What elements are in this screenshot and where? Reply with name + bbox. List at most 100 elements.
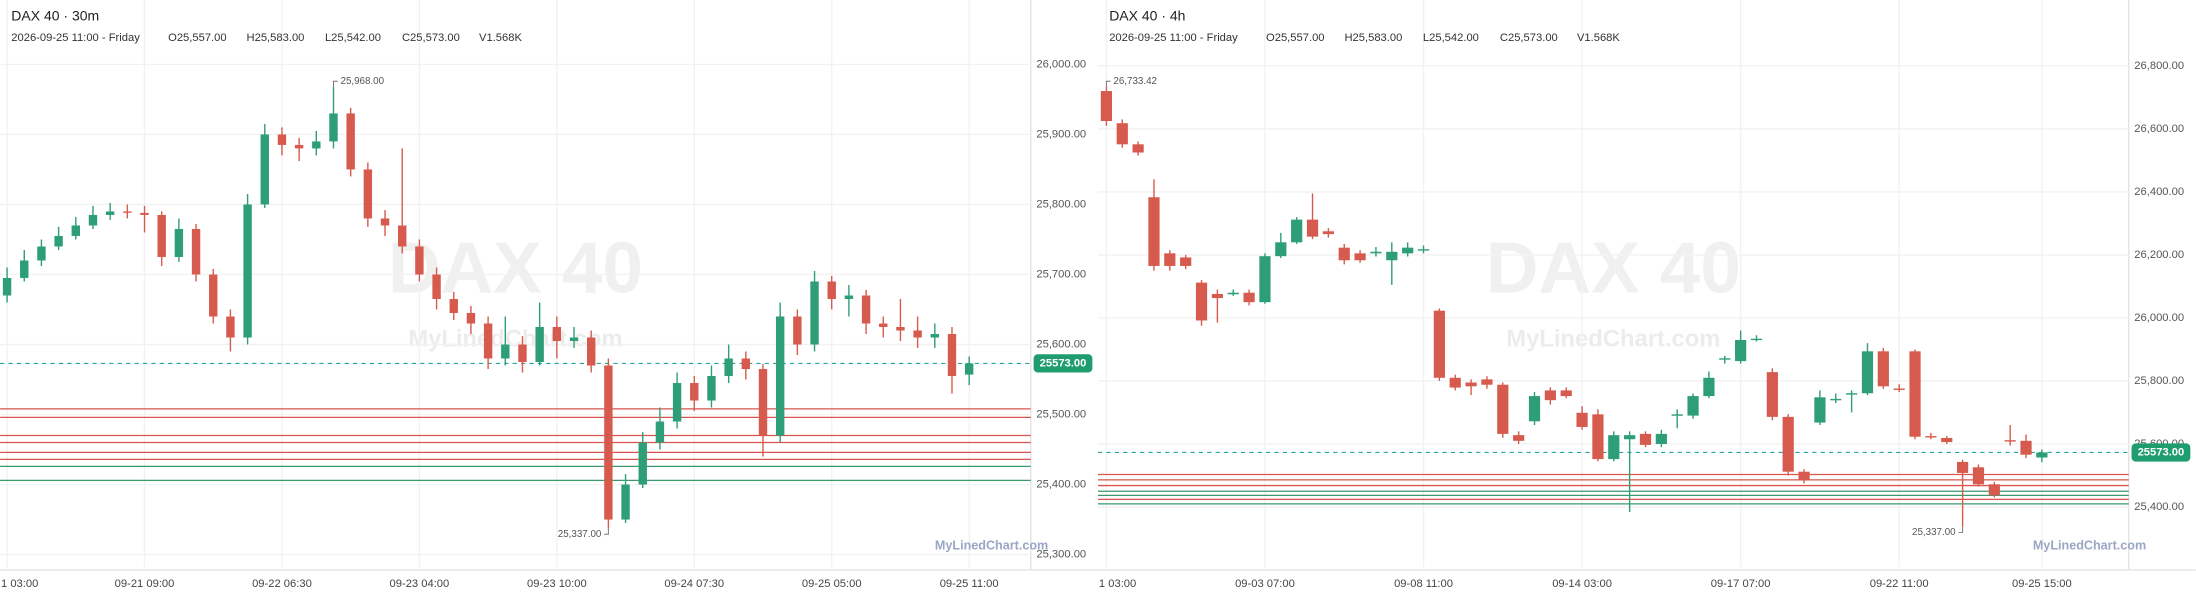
candle-body — [2036, 452, 2048, 458]
candle-body — [1925, 436, 1937, 438]
candle-body — [1370, 251, 1382, 254]
candle-body — [1750, 338, 1763, 341]
candle-body — [1957, 461, 1969, 473]
candle-body — [1195, 282, 1208, 321]
candle-body — [1449, 377, 1461, 388]
ohlc-label: L25,542.00 — [1423, 32, 1479, 44]
candle-body — [449, 298, 458, 313]
candle-body — [775, 316, 785, 436]
candle-body — [1687, 396, 1699, 416]
price-tag — [1033, 354, 1093, 373]
candle-body — [88, 214, 98, 226]
x-tick-label: 09-22 11:00 — [1870, 578, 1929, 590]
y-tick-label: 25,800.00 — [1036, 198, 1086, 210]
x-tick-label: 09-24 07:30 — [664, 578, 724, 590]
candle-body — [1893, 388, 1905, 390]
x-tick-label: 09-22 06:30 — [252, 578, 312, 590]
candle-body — [638, 442, 647, 485]
watermark: DAX 40 — [388, 227, 643, 308]
x-tick-label: 09-17 07:00 — [1711, 578, 1771, 590]
price-tag-label: 25573.00 — [1040, 357, 1087, 369]
candle-body — [1100, 91, 1113, 121]
candle-body — [896, 326, 905, 331]
y-tick-label: 26,200.00 — [2134, 249, 2184, 261]
candle-body — [1766, 372, 1778, 417]
candle-body — [1830, 398, 1842, 401]
candle-body — [1814, 397, 1826, 423]
candle-body — [501, 344, 510, 359]
candle-body — [1465, 382, 1477, 387]
candle-body — [54, 235, 63, 247]
candle-body — [1941, 437, 1953, 443]
candle-body — [1402, 247, 1414, 254]
min-label: 25,337.00 — [1912, 527, 1956, 538]
candle-body — [1306, 219, 1319, 237]
max-marker — [333, 80, 338, 87]
candle-body — [1338, 247, 1350, 261]
ohlc-label: O25,557.00 — [168, 32, 226, 44]
ohlc-label: C25,573.00 — [1500, 32, 1558, 44]
candle-body — [1639, 433, 1652, 445]
watermark-site: MyLinedChart.com — [408, 326, 622, 353]
candle-body — [346, 113, 355, 170]
date-label: 2026-09-25 11:00 - Friday — [1109, 32, 1238, 44]
max-label: 25,968.00 — [340, 76, 384, 87]
min-marker — [604, 528, 609, 535]
candle-body — [1227, 292, 1239, 295]
candle-body — [1782, 416, 1794, 472]
candle-body — [672, 383, 682, 422]
candle-body — [1798, 471, 1810, 480]
candle-body — [1608, 435, 1620, 460]
candle-body — [226, 316, 235, 338]
watermark-site: MyLinedChart.com — [1506, 326, 1720, 353]
candle-body — [1275, 242, 1287, 257]
candle-body — [363, 169, 373, 219]
min-marker — [1958, 526, 1964, 533]
candle-body — [1592, 414, 1604, 460]
candle-body — [1719, 358, 1731, 360]
candle-body — [157, 214, 166, 257]
x-tick-label: 09-03 07:00 — [1235, 578, 1295, 590]
candle-body — [1433, 310, 1445, 378]
candle-body — [1861, 351, 1874, 394]
y-tick-label: 25,800.00 — [2134, 375, 2184, 387]
candle-body — [1671, 414, 1683, 416]
candle-body — [518, 344, 527, 363]
candle-body — [1909, 351, 1921, 437]
price-tag — [2131, 443, 2191, 462]
candle-body — [209, 274, 218, 317]
candle-body — [2004, 440, 2016, 442]
candle-body — [793, 316, 802, 345]
brand: MyLinedChart.com — [935, 538, 1048, 552]
candle-body — [586, 337, 596, 366]
candle-body — [483, 323, 493, 359]
candle-body — [621, 484, 630, 520]
ohlc-label: H25,583.00 — [247, 32, 305, 44]
x-tick-label: 09-23 04:00 — [390, 578, 450, 590]
candle-body — [466, 312, 476, 324]
candle-body — [758, 369, 768, 436]
x-tick-label: 09-21 09:00 — [115, 578, 175, 590]
y-tick-label: 26,600.00 — [2134, 123, 2184, 135]
candle-body — [879, 323, 888, 327]
candle-body — [1877, 351, 1889, 387]
candle-body — [1497, 384, 1509, 434]
y-tick-label: 25,300.00 — [1036, 549, 1086, 561]
candle-body — [1735, 339, 1747, 362]
candle-body — [655, 421, 665, 443]
max-marker — [1105, 80, 1111, 87]
y-tick-label: 25,500.00 — [1036, 408, 1086, 420]
candle-body — [2, 277, 12, 296]
y-tick-label: 26,000.00 — [1036, 58, 1086, 70]
x-tick-label: 09-14 03:00 — [1552, 578, 1612, 590]
candle-body — [1624, 435, 1636, 440]
candle-body — [1655, 433, 1667, 444]
candle-body — [277, 134, 287, 145]
candle-body — [1544, 390, 1556, 401]
candle-body — [140, 212, 149, 215]
candle-body — [415, 246, 424, 275]
candle-body — [930, 334, 940, 338]
candle-body — [37, 246, 46, 261]
candle-body — [1988, 484, 2000, 496]
